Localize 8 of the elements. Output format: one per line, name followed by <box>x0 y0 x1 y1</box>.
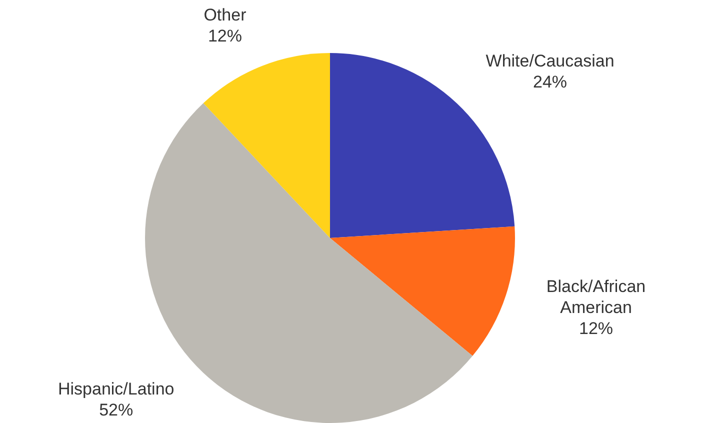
data-label: 52% <box>99 400 134 420</box>
slice-label: Black/African American <box>546 277 646 318</box>
slice-label: Other <box>204 6 247 25</box>
slice-label: White/Caucasian <box>486 51 614 70</box>
data-label: 12% <box>208 26 242 46</box>
slice-label: Hispanic/Latino <box>58 380 174 399</box>
data-label: 24% <box>533 72 568 92</box>
data-label: 12% <box>579 319 614 338</box>
